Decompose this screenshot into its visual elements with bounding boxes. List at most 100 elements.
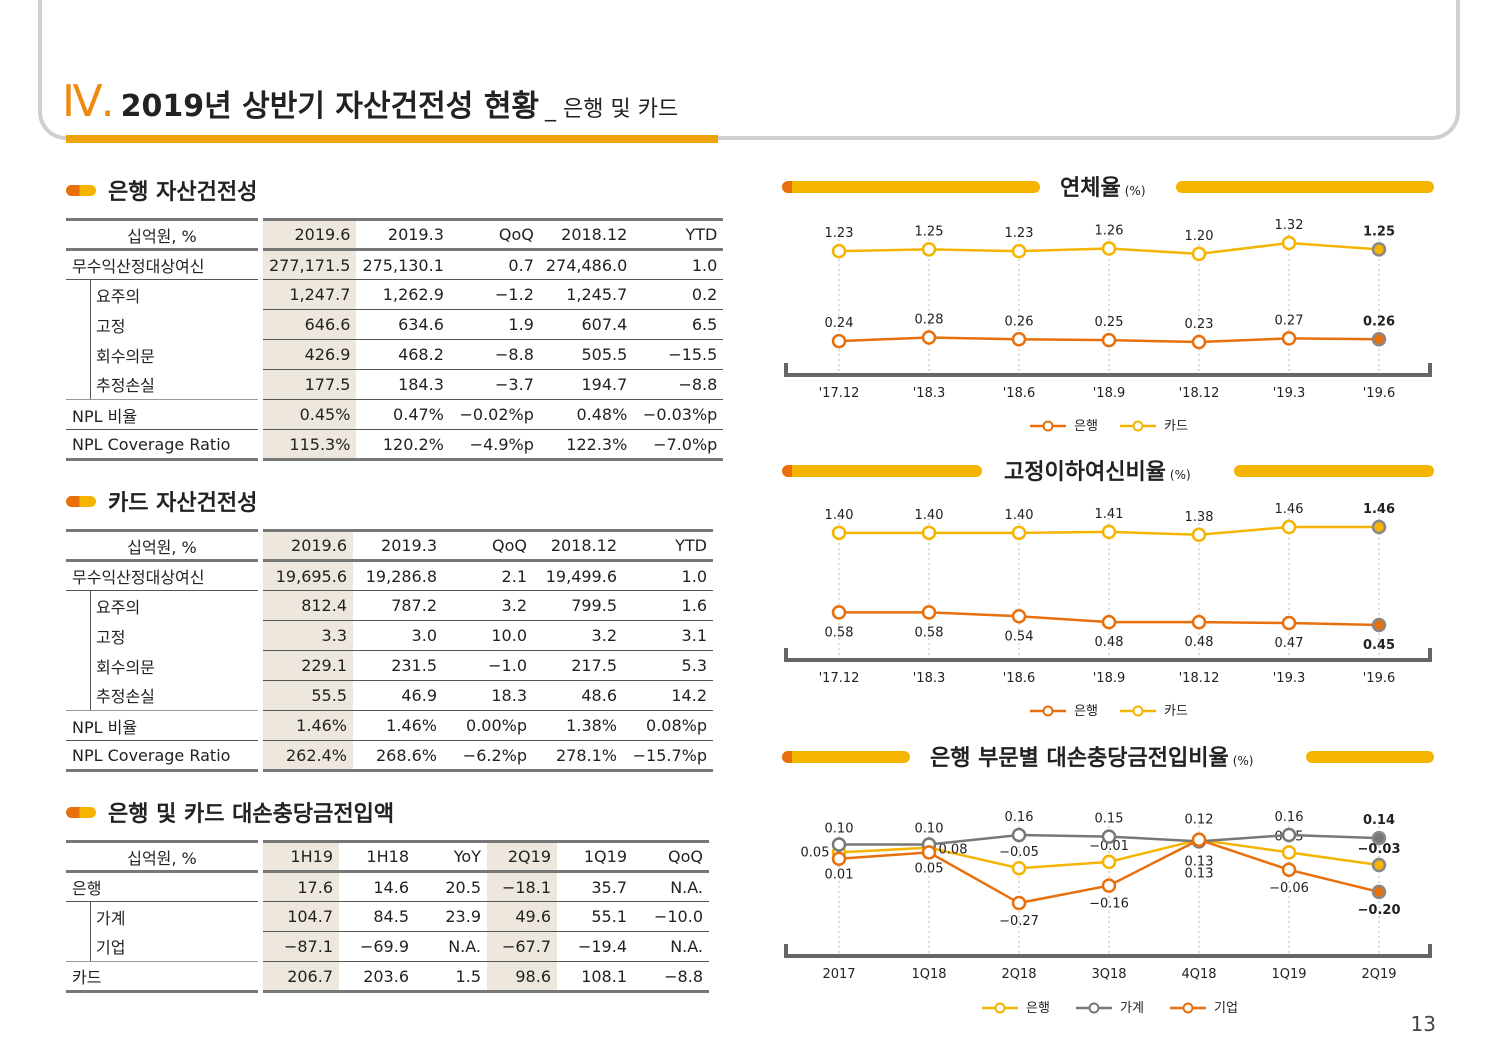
data-label: 0.05 — [915, 861, 944, 876]
table-cell: 3.0 — [353, 620, 443, 651]
table-cell: 98.6 — [487, 961, 557, 993]
column-header: 십억원, % — [66, 840, 258, 873]
provision-ratio-chart: 2017 1Q18 2Q18 3Q18 4Q18 1Q19 2Q19 0.05 0.08 −0.0… — [784, 810, 1432, 1016]
table-cell: 23.9 — [415, 901, 487, 932]
table-cell: 84.5 — [339, 901, 415, 932]
table-cell: 1.38% — [533, 710, 623, 741]
column-header: 2Q19 — [487, 840, 557, 873]
table-cell: 206.7 — [263, 961, 339, 993]
table-row: 고정 3.3 3.0 10.0 3.2 3.1 — [66, 620, 713, 651]
table-cell: −0.03%p — [633, 399, 724, 430]
x-tick-label: 2Q19 — [1361, 967, 1396, 982]
table-cell: 1,247.7 — [263, 279, 357, 310]
table-row: 회수의문 426.9 468.2 −8.8 505.5 −15.5 — [66, 339, 724, 370]
column-header: 2019.6 — [263, 218, 357, 251]
data-point — [1011, 860, 1027, 876]
x-tick-label: '18.9 — [1093, 671, 1126, 686]
data-point — [1101, 332, 1117, 348]
data-point — [1191, 832, 1207, 847]
data-point — [1281, 862, 1297, 878]
provision-title-text: 은행 및 카드 대손충당금전입액 — [108, 802, 395, 827]
row-label: 요주의 — [66, 279, 258, 310]
table-cell: 184.3 — [356, 369, 450, 400]
table-cell: 231.5 — [353, 650, 443, 681]
data-label: −0.05 — [999, 845, 1039, 860]
data-point — [1191, 246, 1207, 262]
column-header: 십억원, % — [66, 218, 258, 251]
data-point — [1101, 524, 1117, 540]
row-label: 고정 — [66, 620, 258, 651]
table-cell: −4.9%p — [449, 429, 540, 461]
table-cell: 177.5 — [263, 369, 357, 400]
table-cell: −7.0%p — [633, 429, 724, 461]
column-header: 2019.6 — [263, 529, 353, 562]
data-label: 0.23 — [1185, 317, 1214, 332]
table-cell: 812.4 — [263, 590, 353, 621]
table-cell: 55.5 — [263, 680, 353, 711]
data-label: 1.41 — [1095, 507, 1124, 522]
data-point — [1371, 519, 1387, 535]
header-underline — [66, 135, 718, 143]
data-label: 0.13 — [1185, 855, 1214, 870]
data-point — [1281, 845, 1297, 860]
x-axis-bracket — [784, 944, 1432, 958]
table-row: 회수의문 229.1 231.5 −1.0 217.5 5.3 — [66, 650, 713, 681]
data-point — [1371, 617, 1387, 633]
table-cell: 108.1 — [557, 961, 633, 993]
data-label: 0.15 — [1095, 812, 1124, 827]
data-point — [1281, 331, 1297, 346]
legend-marker — [1132, 705, 1144, 717]
table-cell: 46.9 — [353, 680, 443, 711]
x-tick-label: 1Q18 — [911, 967, 946, 982]
bank-section-title: 은행 자산건전성 — [66, 174, 257, 206]
data-point — [921, 242, 937, 257]
legend-marker — [1042, 705, 1054, 717]
column-header: YTD — [623, 529, 713, 562]
table-row: 무수익산정대상여신 19,695.6 19,286.8 2.1 19,499.6 1.0 — [66, 560, 713, 591]
table-row: 무수익산정대상여신 277,171.5 275,130.1 0.7 274,486.0 1… — [66, 249, 724, 280]
data-label: 1.40 — [915, 508, 944, 523]
table-cell: 1.0 — [623, 560, 713, 591]
chart1-title-bar: 연체율 (%) — [782, 176, 1434, 201]
table-row: NPL 비율 1.46% 1.46% 0.00%p 1.38% 0.08%p — [66, 710, 713, 741]
table-cell: 1.46% — [263, 710, 353, 741]
bank-asset-quality-table: 십억원, % 2019.6 2019.3 QoQ 2018.12 YTD 무수익산정대상여신… — [66, 218, 724, 461]
data-label: 0.58 — [825, 625, 854, 640]
data-label: −0.03 — [1358, 842, 1401, 857]
page-header: Ⅳ. 2019년 상반기 자산건전성 현황 _ 은행 및 카드 — [62, 76, 678, 127]
data-label: 0.48 — [1185, 635, 1214, 650]
table-row: NPL Coverage Ratio 262.4% 268.6% −6.2%p 278.… — [66, 740, 713, 772]
table-cell: −0.02%p — [449, 399, 540, 430]
table-cell: 120.2% — [356, 429, 450, 461]
x-tick-label: 1Q19 — [1271, 967, 1306, 982]
data-label: 0.08 — [939, 843, 968, 858]
table-cell: 607.4 — [539, 309, 634, 340]
table-row: 추정손실 55.5 46.9 18.3 48.6 14.2 — [66, 680, 713, 711]
x-tick-label: 3Q18 — [1091, 967, 1126, 982]
table-cell: 19,695.6 — [263, 560, 353, 591]
row-label: 고정 — [66, 309, 258, 340]
data-label: 0.10 — [915, 821, 944, 836]
table-cell: 104.7 — [263, 901, 339, 932]
data-point — [1011, 332, 1027, 347]
data-label: 0.16 — [1275, 810, 1304, 825]
card-section-title: 카드 자산건전성 — [66, 485, 257, 517]
table-cell: −8.8 — [633, 369, 724, 400]
data-label: 0.28 — [915, 312, 944, 327]
table-cell: 203.6 — [339, 961, 415, 993]
data-point — [1011, 827, 1027, 843]
table-cell: 277,171.5 — [263, 249, 357, 280]
card-asset-quality-table: 십억원, % 2019.6 2019.3 QoQ 2018.12 YTD 무수익산정대상여신… — [66, 529, 713, 772]
table-cell: 19,499.6 — [533, 560, 623, 591]
table-cell: 1,245.7 — [539, 279, 634, 310]
x-tick-label: '17.12 — [819, 671, 860, 686]
data-label: 1.46 — [1275, 502, 1304, 517]
column-header: QoQ — [633, 840, 709, 873]
data-label: 0.58 — [915, 625, 944, 640]
row-label: 추정손실 — [66, 680, 258, 711]
data-label: 1.25 — [915, 224, 944, 239]
table-cell: 1.9 — [449, 309, 540, 340]
chart3-title: 은행 부문별 대손충당금전입비율 (%) — [930, 746, 1254, 771]
row-label: 무수익산정대상여신 — [66, 249, 258, 280]
table-cell: 3.3 — [263, 620, 353, 651]
